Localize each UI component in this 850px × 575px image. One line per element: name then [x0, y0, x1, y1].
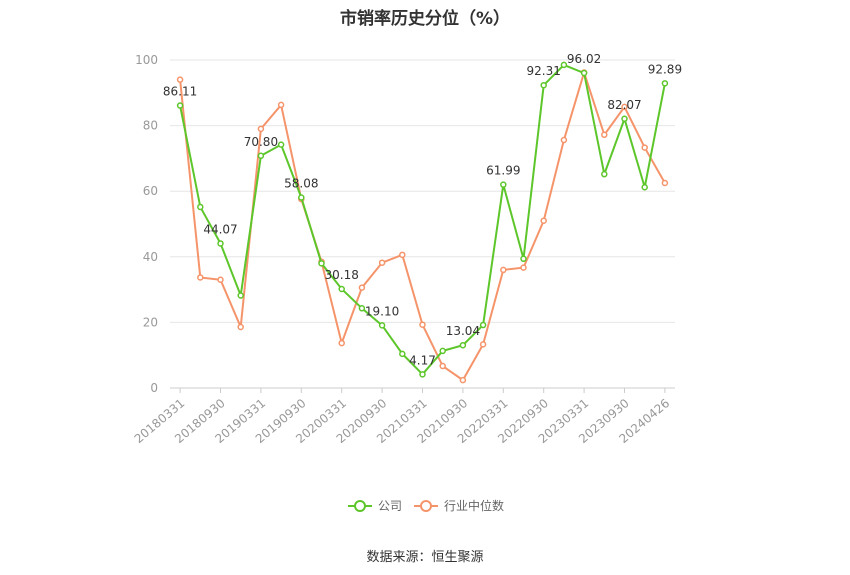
company-point [237, 292, 244, 299]
company-point [621, 115, 628, 123]
company-point [338, 285, 345, 293]
legend-company-label: 公司 [378, 499, 402, 513]
data-label: 13.04 [446, 324, 480, 338]
company-point [176, 102, 184, 109]
data-label: 96.02 [567, 52, 601, 66]
company-point [277, 141, 285, 148]
data-label: 4.17 [409, 353, 436, 367]
company-point [358, 305, 366, 312]
data-label: 86.11 [163, 85, 197, 99]
series-line-industry-median [179, 69, 666, 382]
data-source-note: 数据来源：恒生聚源 [366, 550, 484, 565]
industry-median-point [500, 266, 507, 274]
industry-median-point [459, 376, 467, 384]
company-point [540, 81, 547, 89]
company-point [459, 341, 467, 349]
industry-median-point [257, 125, 265, 133]
y-tick-label: 20 [143, 315, 158, 329]
legend-industry-median-label: 行业中位数 [444, 498, 504, 513]
company-point [378, 322, 386, 329]
company-point [257, 152, 265, 160]
industry-median-point [197, 274, 204, 281]
company-point [560, 61, 568, 69]
industry-median-point [338, 339, 345, 347]
data-label: 19.10 [365, 304, 399, 318]
industry-median-point [378, 259, 386, 266]
industry-median-point [661, 179, 669, 187]
company-point [520, 255, 527, 263]
industry-median-point [641, 144, 648, 151]
company-point [641, 184, 648, 191]
y-tick-label: 100 [135, 53, 158, 67]
industry-median-point [176, 76, 184, 83]
company-point [197, 203, 204, 211]
data-label: 58.08 [284, 176, 318, 190]
company-point [601, 170, 608, 178]
industry-median-point [621, 103, 628, 111]
company-point [318, 260, 325, 267]
company-point [580, 69, 588, 77]
industry-median-point [399, 251, 406, 259]
chart-title: 市销率历史分位（%） [339, 9, 511, 29]
y-tick-label: 40 [143, 250, 158, 264]
company-point [439, 347, 446, 355]
industry-median-point [277, 101, 285, 109]
y-tick-label: 80 [143, 119, 158, 133]
industry-median-point [601, 131, 608, 139]
data-label: 82.07 [607, 98, 641, 112]
data-label: 44.07 [203, 222, 237, 236]
data-label: 70.80 [244, 135, 278, 149]
industry-median-point [520, 264, 527, 271]
industry-median-point [237, 323, 244, 331]
data-label: 61.99 [486, 164, 520, 178]
company-point [479, 321, 487, 329]
company-point [399, 350, 406, 358]
industry-median-point [479, 341, 487, 348]
company-point [419, 371, 426, 378]
industry-median-point [560, 136, 568, 144]
industry-median-point [439, 362, 446, 370]
industry-median-point [540, 217, 547, 224]
company-point [500, 181, 507, 188]
company-point [298, 194, 305, 201]
y-tick-label: 0 [150, 381, 158, 395]
data-label: 92.31 [527, 64, 561, 78]
company-point [217, 240, 224, 247]
data-label: 30.18 [325, 268, 359, 282]
industry-median-point [419, 321, 426, 328]
data-label: 92.89 [648, 62, 682, 76]
company-point [661, 80, 669, 87]
legend-industry-median-marker [420, 500, 432, 512]
y-tick-label: 60 [143, 184, 158, 198]
industry-median-point [358, 284, 366, 291]
industry-median-point [217, 276, 224, 284]
legend-company-marker [354, 500, 366, 512]
